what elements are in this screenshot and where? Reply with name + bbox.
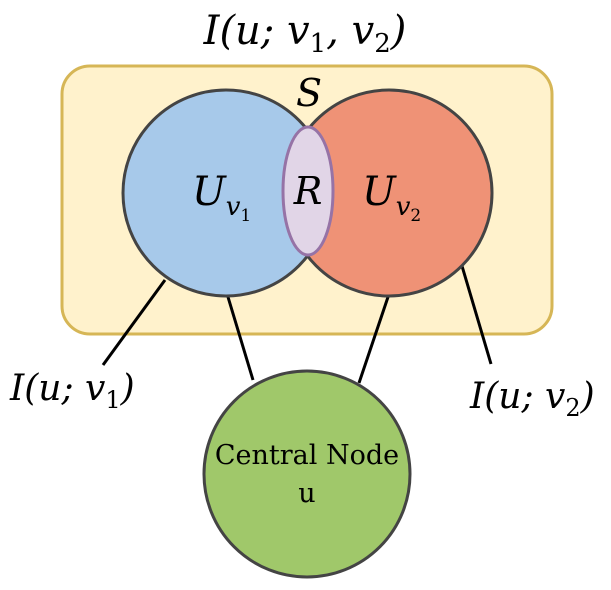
overlap-region-r	[281, 125, 335, 257]
right-info-connector	[460, 265, 493, 365]
central-node-id: u	[298, 478, 315, 509]
right-circle-node-connector	[357, 296, 390, 384]
right-information-label: I(u; v2)	[469, 376, 595, 422]
left-info-connector	[101, 279, 167, 366]
set-s-label: S	[296, 71, 322, 115]
left-circle-label: Uv1	[192, 169, 251, 226]
joint-information-label: I(u; v1, v2)	[203, 8, 407, 59]
central-node-title: Central Node	[215, 440, 399, 471]
right-circle-label: Uv2	[362, 169, 421, 226]
left-information-label: I(u; v1)	[9, 368, 135, 414]
left-circle-node-connector	[226, 296, 255, 381]
overlap-label: R	[293, 169, 323, 213]
central-node	[202, 369, 412, 579]
